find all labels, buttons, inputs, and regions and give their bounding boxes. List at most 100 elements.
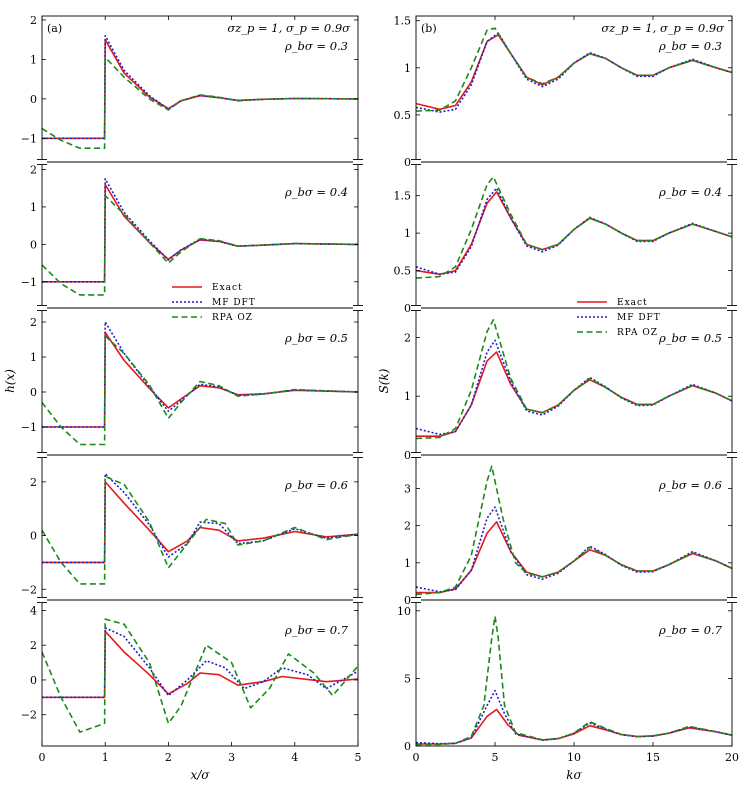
series-mf-dft: [416, 187, 732, 276]
series-exact: [42, 481, 358, 564]
subplot-b-4: 0 1 2 3 ρ_bσ = 0.6: [404, 454, 733, 607]
series-mf-dft: [42, 627, 358, 699]
series-rpa-oz: [42, 194, 358, 296]
subplot-b-2: 0 0.5 1 1.5 ρ_bσ = 0.4: [394, 161, 733, 315]
subplot-b-5: 0 5 10 ρ_bσ = 0.7: [397, 599, 733, 753]
y-tick-label: 1: [404, 390, 411, 403]
y-tick-label: 1: [30, 351, 37, 364]
y-axis-label-right: S(k): [377, 368, 391, 393]
y-tick-label: 2: [30, 14, 37, 27]
y-tick-label: 1: [404, 557, 411, 570]
y-tick-label: 0: [30, 238, 37, 251]
x-tick-label: 5: [492, 751, 499, 764]
y-tick-label: −2: [21, 583, 37, 596]
x-tick-label: 5: [355, 751, 362, 764]
series-mf-dft: [416, 506, 732, 593]
y-tick-label: 2: [404, 520, 411, 533]
x-tick-label: 4: [291, 751, 298, 764]
subplot-a-4: −2 0 2 ρ_bσ = 0.6: [21, 454, 359, 601]
legend-label: MF DFT: [212, 298, 256, 308]
y-tick-label: 0.5: [394, 265, 412, 278]
subplot-a-3: −1 0 1 2 ρ_bσ = 0.5: [21, 307, 359, 456]
y-tick-label: 2: [30, 639, 37, 652]
legend-label: MF DFT: [617, 313, 661, 323]
y-tick-label: 1: [30, 201, 37, 214]
density-annotation: ρ_bσ = 0.5: [284, 331, 348, 345]
y-tick-label: 0: [404, 740, 411, 753]
series-mf-dft: [416, 339, 732, 436]
y-tick-label: 1.5: [394, 190, 412, 203]
x-tick-label: 3: [228, 751, 235, 764]
density-annotation: ρ_bσ = 0.3: [658, 39, 722, 53]
series-rpa-oz: [42, 618, 358, 733]
legend: Exact MF DFT RPA OZ: [172, 283, 256, 323]
series-exact: [42, 38, 358, 140]
series-mf-dft: [42, 473, 358, 564]
y-tick-label: 0: [30, 674, 37, 687]
series-rpa-oz: [42, 335, 358, 446]
series-exact: [416, 191, 732, 276]
y-tick-label: 4: [30, 604, 37, 617]
x-tick-label: 1: [102, 751, 109, 764]
y-tick-label: 0: [404, 594, 411, 607]
series-rpa-oz: [42, 56, 358, 149]
y-tick-label: −1: [21, 276, 37, 289]
series-rpa-oz: [416, 27, 732, 112]
y-tick-label: 0: [30, 530, 37, 543]
subplot-b-3: 0 1 2 ρ_bσ = 0.5: [404, 307, 733, 462]
x-tick-label: 0: [413, 751, 420, 764]
y-tick-label: 0: [404, 302, 411, 315]
y-tick-label: 1.5: [394, 15, 412, 28]
x-tick-label: 10: [567, 751, 581, 764]
panel-tag-a: (a): [47, 22, 62, 35]
axes-frame: [415, 599, 733, 747]
series-exact: [42, 630, 358, 699]
series-rpa-oz: [416, 465, 732, 596]
y-tick-label: 2: [30, 163, 37, 176]
y-tick-label: 1: [404, 62, 411, 75]
series-mf-dft: [42, 34, 358, 140]
y-tick-label: 10: [397, 605, 411, 618]
axes-frame: [41, 161, 359, 309]
density-annotation: ρ_bσ = 0.7: [658, 623, 723, 637]
y-tick-label: 0.5: [394, 109, 412, 122]
axes-frame: [415, 15, 733, 163]
x-tick-label: 0: [39, 751, 46, 764]
y-tick-label: 1: [30, 53, 37, 66]
x-tick-label: 15: [646, 751, 660, 764]
subplot-a-2: −1 0 1 2 ρ_bσ = 0.4: [21, 161, 359, 309]
subplot-a-1: −1 0 1 2 ρ_bσ = 0.3: [21, 14, 359, 163]
axes-frame: [415, 161, 733, 309]
legend-label: Exact: [617, 298, 648, 308]
y-tick-label: −1: [21, 132, 37, 145]
axes-frame: [41, 15, 359, 163]
series-exact: [416, 708, 732, 745]
y-tick-label: 0: [404, 156, 411, 169]
density-annotation: ρ_bσ = 0.6: [284, 478, 348, 492]
x-tick-label: 2: [165, 751, 172, 764]
y-tick-label: 1: [404, 227, 411, 240]
axes-frame: [41, 599, 359, 747]
y-tick-label: 0: [30, 386, 37, 399]
series-mf-dft: [416, 689, 732, 745]
y-tick-label: −2: [21, 709, 37, 722]
density-annotation: ρ_bσ = 0.7: [284, 623, 349, 637]
y-tick-label: 0: [30, 93, 37, 106]
density-annotation: ρ_bσ = 0.3: [284, 39, 348, 53]
y-tick-label: 0: [404, 449, 411, 462]
y-tick-label: −1: [21, 421, 37, 434]
series-rpa-oz: [416, 319, 732, 440]
legend-label: RPA OZ: [212, 313, 253, 323]
series-exact: [416, 351, 732, 437]
y-tick-label: 5: [404, 672, 411, 685]
series-rpa-oz: [416, 615, 732, 746]
series-exact: [42, 183, 358, 283]
x-tick-label: 20: [725, 751, 739, 764]
subplot-a-5: −2 0 2 4 ρ_bσ = 0.7: [21, 599, 359, 747]
y-tick-label: 3: [404, 482, 411, 495]
density-annotation: ρ_bσ = 0.4: [284, 185, 348, 199]
series-exact: [42, 331, 358, 428]
axes-frame: [415, 454, 733, 601]
legend-label: RPA OZ: [617, 328, 658, 338]
